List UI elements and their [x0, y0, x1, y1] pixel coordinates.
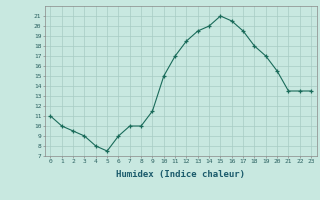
X-axis label: Humidex (Indice chaleur): Humidex (Indice chaleur) [116, 170, 245, 179]
